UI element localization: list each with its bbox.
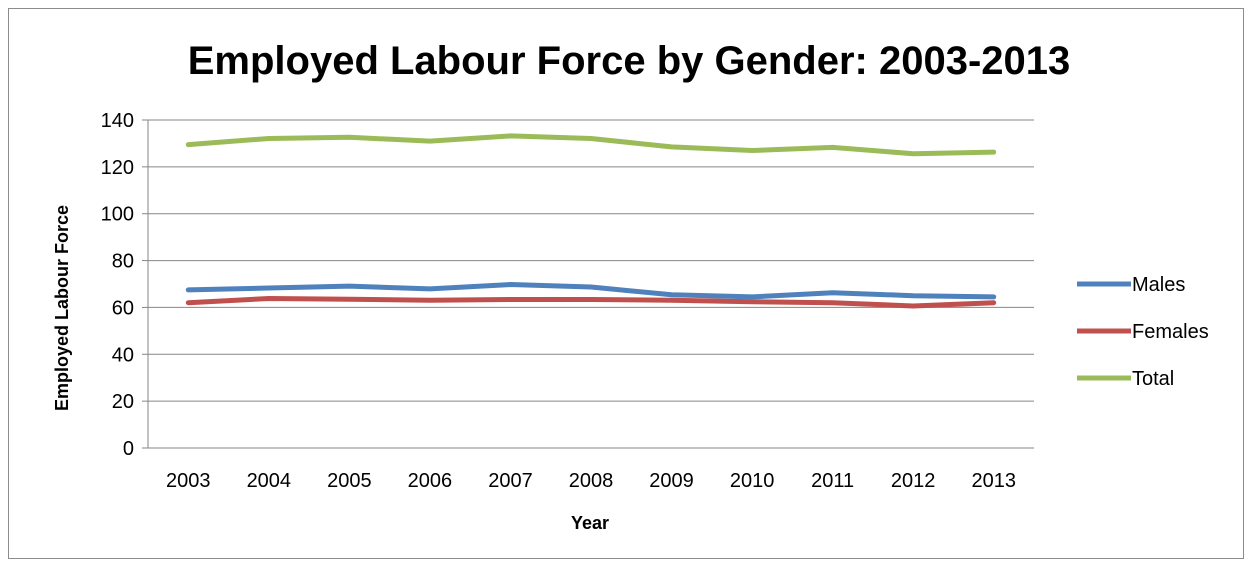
x-tick-label: 2003 bbox=[166, 470, 211, 492]
x-tick-label: 2011 bbox=[811, 470, 854, 492]
x-tick-label: 2008 bbox=[569, 470, 614, 492]
y-axis-label: Employed Labour Force bbox=[52, 205, 72, 411]
y-tick-label: 20 bbox=[112, 391, 134, 413]
x-tick-label: 2007 bbox=[488, 470, 533, 492]
y-tick-label: 120 bbox=[101, 157, 134, 179]
legend: Males Females Total bbox=[1077, 274, 1209, 390]
y-tick-label: 0 bbox=[123, 438, 134, 460]
y-axis-ticks: 0 20 40 60 80 100 120 140 bbox=[101, 110, 134, 460]
x-tick-label: 2006 bbox=[408, 470, 453, 492]
legend-label-males: Males bbox=[1132, 274, 1185, 296]
legend-label-total: Total bbox=[1132, 368, 1174, 390]
x-tick-label: 2004 bbox=[247, 470, 292, 492]
x-axis-label: Year bbox=[571, 513, 609, 533]
series-lines bbox=[185, 133, 997, 309]
x-tick-label: 2009 bbox=[649, 470, 694, 492]
series-line-total bbox=[185, 133, 997, 157]
y-tick-label: 60 bbox=[112, 297, 134, 319]
x-tick-label: 2012 bbox=[891, 470, 936, 492]
x-tick-label: 2013 bbox=[971, 470, 1016, 492]
chart-area bbox=[8, 8, 1244, 559]
x-axis-ticks: 2003 2004 2005 2006 2007 2008 2009 2010 2011 2012… bbox=[166, 470, 1016, 492]
x-tick-label: 2005 bbox=[327, 470, 372, 492]
y-tick-label: 140 bbox=[101, 110, 134, 132]
chart-title: Employed Labour Force by Gender: 2003-20… bbox=[188, 39, 1071, 83]
grid bbox=[142, 119, 1034, 449]
series-line-females bbox=[185, 296, 997, 309]
series-line-males bbox=[185, 282, 997, 300]
y-tick-label: 80 bbox=[112, 251, 134, 273]
x-tick-label: 2010 bbox=[730, 470, 775, 492]
legend-label-females: Females bbox=[1132, 321, 1209, 343]
y-tick-label: 100 bbox=[101, 204, 134, 226]
y-tick-label: 40 bbox=[112, 344, 134, 366]
